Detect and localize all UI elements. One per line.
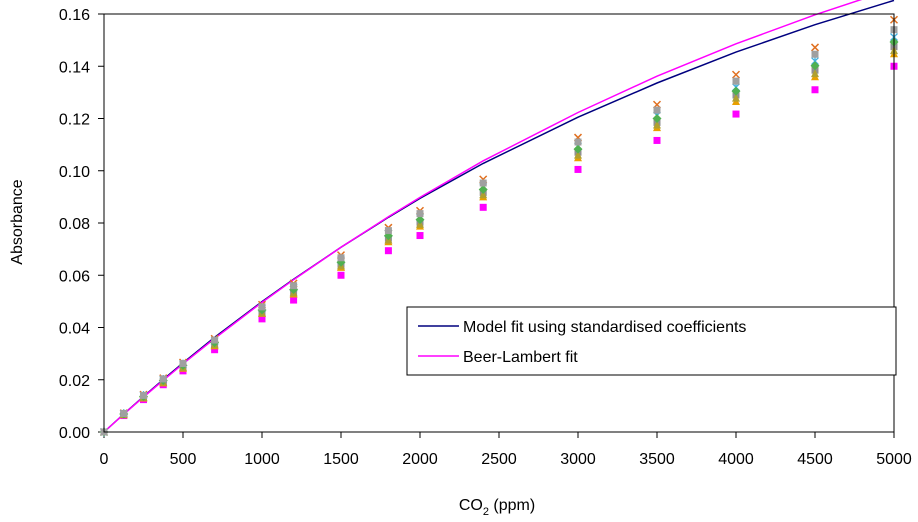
data-point-series-7 bbox=[574, 138, 582, 146]
data-point-series-7 bbox=[479, 179, 487, 187]
y-tick-label: 0.10 bbox=[59, 164, 90, 181]
plot-area-frame bbox=[103, 13, 895, 433]
y-tick-label: 0.06 bbox=[59, 268, 90, 285]
y-tick-label: 0.00 bbox=[59, 425, 90, 442]
x-tick-label: 2500 bbox=[481, 451, 517, 468]
data-point-series-7 bbox=[179, 360, 187, 368]
data-point-series-7 bbox=[653, 106, 661, 114]
data-point-series-7 bbox=[416, 210, 424, 218]
fit-curve-1 bbox=[103, 0, 863, 433]
data-point-series-0 bbox=[416, 232, 424, 240]
legend-label-model-fit: Model fit using standardised coefficient… bbox=[463, 319, 746, 336]
data-point-series-0 bbox=[811, 86, 819, 94]
data-point-series-0 bbox=[211, 346, 219, 354]
data-point-series-6 bbox=[652, 114, 662, 123]
data-point-series-7 bbox=[811, 50, 819, 58]
data-points bbox=[99, 15, 899, 437]
x-tick-label: 4000 bbox=[718, 451, 754, 468]
data-point-series-0 bbox=[574, 165, 582, 173]
data-point-series-7 bbox=[211, 336, 219, 344]
data-point-series-7 bbox=[290, 282, 298, 290]
data-point-series-6 bbox=[731, 86, 741, 96]
data-point-series-6 bbox=[573, 144, 583, 154]
y-tick-label: 0.02 bbox=[59, 373, 90, 390]
data-point-series-5 bbox=[653, 120, 661, 129]
y-tick-label: 0.08 bbox=[59, 216, 90, 233]
data-point-series-1 bbox=[731, 70, 741, 79]
data-point-series-0 bbox=[384, 247, 392, 255]
x-tick-label: 5000 bbox=[876, 451, 912, 468]
data-point-series-1 bbox=[810, 43, 820, 52]
data-point-series-5 bbox=[574, 150, 582, 159]
y-axis-label: Absorbance bbox=[9, 179, 26, 264]
data-point-series-6 bbox=[415, 215, 425, 225]
data-point-series-7 bbox=[337, 254, 345, 262]
data-point-series-7 bbox=[258, 303, 266, 311]
x-tick-label: 3500 bbox=[639, 451, 675, 468]
x-tick-label: 0 bbox=[100, 451, 109, 468]
y-axis-title: Absorbance bbox=[9, 179, 26, 264]
data-point-series-0 bbox=[479, 203, 487, 211]
data-point-series-7 bbox=[159, 375, 167, 383]
data-point-series-6 bbox=[478, 185, 488, 195]
legend: Model fit using standardised coefficient… bbox=[406, 306, 897, 376]
data-point-series-7 bbox=[140, 391, 147, 399]
data-point-series-5 bbox=[479, 190, 488, 199]
data-point-series-0 bbox=[337, 271, 345, 279]
data-point-series-0 bbox=[653, 136, 661, 144]
x-tick-label: 1500 bbox=[323, 451, 359, 468]
x-tick-label: 3000 bbox=[560, 451, 596, 468]
data-point-series-0 bbox=[290, 296, 298, 304]
data-point-series-7 bbox=[732, 77, 740, 85]
y-tick-label: 0.04 bbox=[59, 321, 90, 338]
data-point-series-5 bbox=[811, 69, 819, 78]
x-tick-label: 500 bbox=[170, 451, 197, 468]
x-tick-label: 2000 bbox=[402, 451, 438, 468]
x-axis-label-unit: (ppm) bbox=[489, 497, 535, 514]
y-tick-label: 0.14 bbox=[59, 59, 90, 76]
fit-curves bbox=[103, 0, 895, 433]
data-point-series-7 bbox=[384, 227, 392, 235]
data-point-series-7 bbox=[120, 409, 128, 417]
x-tick-label: 1000 bbox=[244, 451, 280, 468]
x-axis-label: CO2 (ppm) bbox=[459, 497, 535, 518]
x-tick-label: 4500 bbox=[797, 451, 833, 468]
data-point-series-0 bbox=[732, 110, 740, 118]
legend-label-beer-lambert-fit: Beer-Lambert fit bbox=[463, 349, 578, 366]
axis-ticks: 0.00 0.02 0.04 0.06 0.08 0.10 0.12 0.14 0.16 0 500… bbox=[59, 7, 912, 468]
y-tick-label: 0.16 bbox=[59, 7, 90, 24]
x-axis-label-main: CO bbox=[459, 497, 483, 514]
data-point-series-0 bbox=[258, 315, 266, 323]
x-axis-label-subscript: 2 bbox=[483, 506, 489, 518]
legend-box bbox=[406, 306, 897, 376]
data-point-series-6 bbox=[810, 61, 820, 71]
y-tick-label: 0.12 bbox=[59, 112, 90, 129]
data-point-series-5 bbox=[732, 93, 740, 102]
